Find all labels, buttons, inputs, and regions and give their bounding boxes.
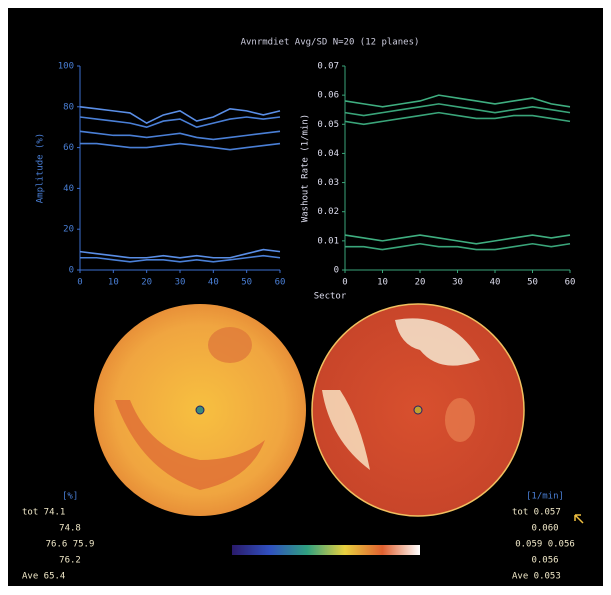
y-tick-label: 60 [63,143,74,153]
x-tick-label: 10 [377,278,388,288]
x-tick-label: 20 [141,278,152,288]
polar-map-amplitude [94,304,306,516]
y-tick-label: 0.01 [317,236,339,246]
x-axis-label: Sector [314,292,347,302]
x-tick-label: 30 [175,278,186,288]
y-tick-label: 0 [334,266,339,276]
x-tick-label: 0 [77,278,82,288]
y-axis-label: Amplitude (%) [36,133,46,203]
y-tick-label: 0.04 [317,149,339,159]
y-axis-label: Washout Rate (1/min) [301,114,311,222]
stat-right: [1/min] [526,492,564,502]
x-tick-label: 50 [241,278,252,288]
y-tick-label: 0.02 [317,207,339,217]
y-tick-label: 0.06 [317,91,339,101]
y-tick-label: 40 [63,184,74,194]
stat-right: 0.059 0.056 [515,540,575,550]
y-tick-label: 0.07 [317,62,339,72]
x-tick-label: 40 [490,278,501,288]
stat-right: 0.060 [531,524,558,534]
x-tick-label: 20 [415,278,426,288]
screen: Avnrmdiet Avg/SD N=20 (12 planes) 0 20 40 6… [0,0,611,591]
color-bar [232,545,420,555]
x-tick-label: 30 [452,278,463,288]
stat-left: [%] [62,492,78,502]
polar-map-washout [312,304,524,516]
y-tick-label: 0 [69,266,74,276]
x-tick-label: 50 [527,278,538,288]
x-tick-label: 60 [275,278,286,288]
chart-title: Avnrmdiet Avg/SD N=20 (12 planes) [241,38,420,48]
y-tick-label: 0.05 [317,120,339,130]
y-tick-label: 80 [63,102,74,112]
stat-left: 76.6 75.9 [46,540,95,550]
y-tick-label: 20 [63,225,74,235]
stat-left: 74.8 [59,524,81,534]
y-tick-label: 0.03 [317,178,339,188]
x-tick-label: 60 [565,278,576,288]
stat-left: Ave 65.4 [22,572,65,582]
stat-left: tot 74.1 [22,508,65,518]
x-tick-label: 0 [342,278,347,288]
x-tick-label: 40 [208,278,219,288]
stat-left: 76.2 [59,556,81,566]
stat-right: tot 0.057 [512,508,561,518]
x-tick-label: 10 [108,278,119,288]
display-background [8,8,603,586]
stat-right: Ave 0.053 [512,572,561,582]
y-tick-label: 100 [58,62,74,72]
stat-right: 0.056 [531,556,558,566]
